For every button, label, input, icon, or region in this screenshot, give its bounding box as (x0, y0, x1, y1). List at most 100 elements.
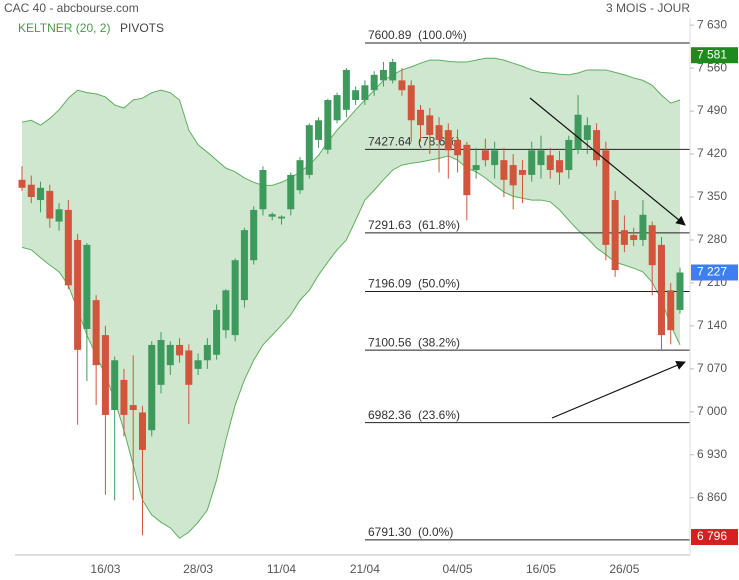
y-tick-label: 7 420 (697, 146, 727, 160)
candle-body (583, 125, 591, 140)
candle-body (213, 309, 221, 355)
candle-body (518, 169, 526, 175)
candle-body (185, 350, 193, 385)
x-tick-label: 16/05 (526, 562, 556, 576)
candle-body (593, 130, 601, 161)
y-tick-label: 7 490 (697, 103, 727, 117)
candle-body (389, 61, 397, 81)
candle-body (528, 150, 536, 175)
candle-body (259, 169, 267, 210)
x-tick-label: 16/03 (90, 562, 120, 576)
y-tick-label: 7 280 (697, 232, 727, 246)
candle-body (657, 244, 665, 336)
candle-body (120, 379, 128, 415)
candle-body (444, 130, 452, 151)
x-tick-label: 28/03 (183, 562, 213, 576)
candle-body (352, 90, 360, 101)
candle-body (46, 190, 54, 219)
y-tick-label: 7 000 (697, 404, 727, 418)
candle-body (176, 344, 184, 356)
x-tick-label: 26/05 (609, 562, 639, 576)
period: 3 MOIS - JOUR (606, 1, 690, 15)
pivot-ratio: (61.8%) (418, 218, 460, 232)
candle-body (64, 209, 72, 286)
candle-body (101, 335, 109, 415)
candle-body (333, 95, 341, 121)
trend-arrow (529, 97, 686, 226)
candle-body (574, 114, 582, 150)
pivot-ratio: (50.0%) (418, 277, 460, 291)
x-tick-label: 04/05 (443, 562, 473, 576)
pivot-value: 7600.89 (368, 28, 412, 42)
candle-body (342, 69, 350, 110)
candle-body (111, 360, 119, 410)
candle-body (203, 344, 211, 361)
chart-title: CAC 40 - abcbourse.com (4, 1, 139, 15)
candle-body (222, 290, 230, 331)
candle-body (546, 155, 554, 170)
candle-body (37, 187, 45, 201)
candle-body (129, 405, 137, 410)
candle-body (500, 160, 508, 180)
pivot-value: 6982.36 (368, 408, 412, 422)
pivot-value: 6791.30 (368, 525, 412, 539)
y-tick-label: 7 070 (697, 361, 727, 375)
candle-body (74, 239, 82, 350)
price-marker-label: 6 796 (697, 529, 727, 543)
candle-body (611, 200, 619, 271)
candle-body (83, 244, 91, 329)
pivot-ratio: (100.0%) (418, 28, 467, 42)
candle-body (277, 216, 285, 219)
candle-body (166, 344, 174, 366)
candle-body (565, 139, 573, 170)
x-tick-label: 21/04 (350, 562, 380, 576)
plot: 7600.89 (100.0%)7427.64 (78.6%)7291.63 (61.… (18, 28, 690, 541)
price-marker (691, 529, 738, 546)
candle-body (620, 230, 628, 245)
candle-body (491, 150, 499, 166)
candle-body (379, 69, 387, 81)
candle-body (676, 272, 684, 310)
price-marker (691, 47, 738, 64)
candle-body (398, 80, 406, 91)
candle-body (231, 260, 239, 336)
candle-body (454, 139, 462, 156)
candle-body (55, 209, 63, 222)
candle-body (315, 120, 323, 140)
y-tick-label: 7 350 (697, 189, 727, 203)
candle-body (194, 360, 202, 369)
candle-body (407, 85, 415, 121)
candle-body (648, 225, 656, 266)
candle-body (305, 125, 313, 175)
candle-body (361, 85, 369, 101)
price-marker (691, 264, 738, 281)
x-tick-label: 11/04 (267, 562, 296, 576)
y-tick-label: 7 560 (697, 60, 727, 74)
candle-body (435, 125, 443, 140)
legend-keltner: KELTNER (20, 2) (18, 21, 110, 35)
price-marker-label: 7 581 (697, 47, 727, 61)
pivot-value: 7100.56 (368, 335, 412, 349)
candle-body (509, 165, 517, 186)
pivot-ratio: (23.6%) (418, 408, 460, 422)
candle-body (602, 150, 610, 245)
candle-body (417, 109, 425, 126)
candle-body (157, 340, 165, 385)
candle-body (18, 179, 26, 188)
keltner-upper (21, 57, 681, 186)
pivot-value: 7427.64 (368, 135, 412, 149)
candle-body (296, 160, 304, 191)
candle-body (370, 74, 378, 91)
candle-body (426, 115, 434, 136)
candle-body (472, 165, 480, 170)
pivot-ratio: (0.0%) (418, 525, 453, 539)
trend-arrow (551, 360, 686, 419)
candle-body (148, 344, 156, 431)
candle-body (250, 209, 258, 261)
price-marker-label: 7 227 (697, 265, 727, 279)
y-tick-label: 7 140 (697, 318, 727, 332)
candle-body (556, 160, 564, 173)
y-tick-label: 6 930 (697, 447, 727, 461)
legend-pivots: PIVOTS (120, 21, 164, 35)
